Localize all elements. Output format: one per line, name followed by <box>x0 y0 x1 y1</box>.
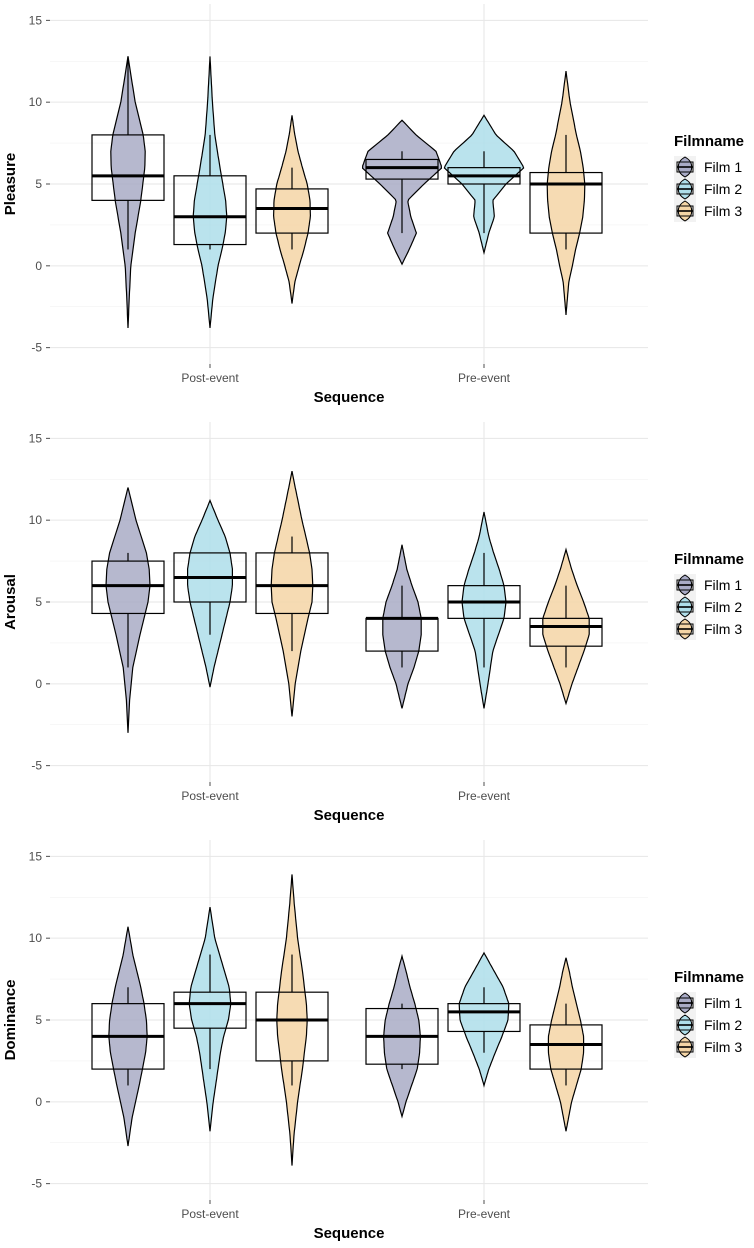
series-film-2 <box>173 56 525 329</box>
y-tick-label: -5 <box>31 341 42 355</box>
dominance-panel: -5 0 5 10 15 Post-event Pre-event Sequence Domin… <box>0 836 754 1248</box>
y-tick-label: 10 <box>29 513 43 527</box>
legend-key-film-1 <box>674 156 696 178</box>
y-tick-label: 0 <box>35 677 42 691</box>
legend-label-film-2: Film 2 <box>704 181 742 197</box>
legend-title: Filmname <box>674 969 744 986</box>
y-tick-label: 15 <box>29 431 43 445</box>
violin-film-2-post-event <box>192 56 228 329</box>
legend-key-film-3 <box>674 618 696 640</box>
y-tick-label: -5 <box>31 759 42 773</box>
legend-key-film-2 <box>674 178 696 200</box>
series-film-1 <box>91 56 443 329</box>
legend-title: Filmname <box>674 133 744 150</box>
legend-label-film-3: Film 3 <box>704 203 742 219</box>
x-tick-label-post-event: Post-event <box>181 789 239 803</box>
x-axis-title: Sequence <box>314 807 385 824</box>
legend-title: Filmname <box>674 551 744 568</box>
box-film-1-post-event <box>91 560 165 615</box>
series-film-3 <box>255 470 603 717</box>
y-tick-label: 5 <box>35 177 42 191</box>
legend-key-film-2 <box>674 1014 696 1036</box>
series-film-1 <box>91 926 439 1147</box>
x-tick-label-post-event: Post-event <box>181 1207 239 1221</box>
violin-film-1-post-event <box>105 487 151 733</box>
violin-film-2-post-event <box>188 907 232 1132</box>
legend-label-film-2: Film 2 <box>704 599 742 615</box>
y-axis-title: Dominance <box>2 980 19 1061</box>
legend-label-film-3: Film 3 <box>704 1039 742 1055</box>
y-axis-title: Arousal <box>2 574 19 630</box>
legend-key-film-3 <box>674 1036 696 1058</box>
series-film-2 <box>173 907 521 1132</box>
box-film-3-pre-event <box>529 617 603 647</box>
legend-key-film-3 <box>674 200 696 222</box>
legend-label-film-1: Film 1 <box>704 995 742 1011</box>
y-axis-title: Pleasure <box>2 153 19 216</box>
violin-film-3-post-event <box>270 470 314 717</box>
legend-key-film-2 <box>674 596 696 618</box>
violin-film-2-pre-event <box>458 951 510 1088</box>
x-axis-title: Sequence <box>314 1225 385 1242</box>
y-tick-label: 15 <box>29 13 43 27</box>
arousal-panel: -5 0 5 10 15 Post-event Pre-event Sequence Arous… <box>0 418 754 830</box>
y-tick-label: 5 <box>35 1013 42 1027</box>
legend-label-film-2: Film 2 <box>704 1017 742 1033</box>
legend: Filmname Film 1 Film 2 Film 3 <box>674 969 744 1058</box>
violin-film-1-pre-event <box>382 544 422 709</box>
legend-label-film-3: Film 3 <box>704 621 742 637</box>
y-tick-label: -5 <box>31 1177 42 1191</box>
x-tick-label-post-event: Post-event <box>181 371 239 385</box>
series-film-3 <box>255 874 603 1166</box>
x-tick-label-pre-event: Pre-event <box>458 1207 511 1221</box>
pleasure-panel: -5 0 5 10 15 Post-event Pre-event Sequence Pleas… <box>0 0 754 412</box>
series-film-1 <box>91 487 439 733</box>
violin-film-3-pre-event <box>546 71 586 315</box>
violin-film-2-pre-event <box>461 511 507 709</box>
legend: Filmname Film 1 Film 2 Film 3 <box>674 551 744 640</box>
legend: Filmname Film 1 Film 2 Film 3 <box>674 133 744 222</box>
legend-key-film-1 <box>674 574 696 596</box>
x-tick-label-pre-event: Pre-event <box>458 789 511 803</box>
violin-film-2-post-event <box>187 498 233 688</box>
series-film-2 <box>173 498 521 709</box>
y-tick-label: 10 <box>29 931 43 945</box>
y-tick-label: 15 <box>29 849 43 863</box>
legend-label-film-1: Film 1 <box>704 577 742 593</box>
gridlines <box>50 840 648 1200</box>
y-tick-label: 0 <box>35 259 42 273</box>
arousal-violin-chart: -5 0 5 10 15 Post-event Pre-event Sequence Arous… <box>2 422 744 824</box>
dominance-violin-chart: -5 0 5 10 15 Post-event Pre-event Sequence Domin… <box>2 840 744 1242</box>
y-tick-label: 5 <box>35 595 42 609</box>
x-tick-label-pre-event: Pre-event <box>458 371 511 385</box>
y-tick-label: 10 <box>29 95 43 109</box>
x-axis-title: Sequence <box>314 389 385 406</box>
legend-key-film-1 <box>674 992 696 1014</box>
pleasure-violin-chart: -5 0 5 10 15 Post-event Pre-event Sequence Pleas… <box>2 4 744 406</box>
legend-label-film-1: Film 1 <box>704 159 742 175</box>
series-film-3 <box>255 71 603 315</box>
y-tick-label: 0 <box>35 1095 42 1109</box>
